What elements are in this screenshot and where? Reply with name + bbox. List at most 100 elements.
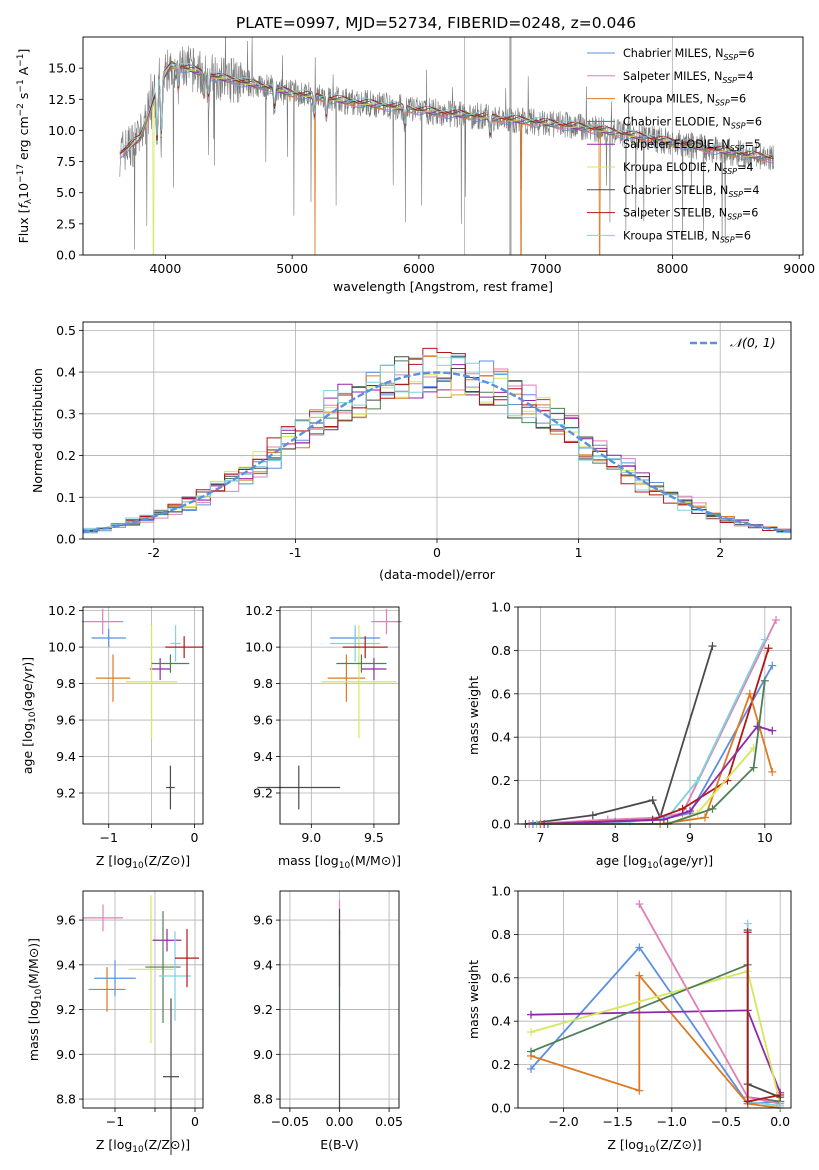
x-tick-label: 6000 — [403, 261, 435, 276]
y-tick-label: 2.5 — [56, 216, 76, 231]
y-tick-label: 0.6 — [491, 686, 511, 701]
legend-entry: Salpeter ELODIE, NSSP=5 — [623, 138, 761, 153]
normal-reference-curve — [82, 371, 792, 533]
legend-entry: Kroupa MILES, NSSP=6 — [623, 93, 746, 108]
y-tick-label: 0.6 — [491, 970, 511, 985]
spectrum-panel: 4000 5000 6000 7000 8000 9000 0.0 2.5 5.0 7.5 10.0… — [16, 36, 815, 294]
weight-vs-age-panel: 7 8 9 10 0.0 0.2 0.4 0.6 0.8 1.0 age [log10(age/yr… — [466, 600, 792, 871]
legend-entry: Chabrier STELIB, NSSP=4 — [623, 184, 760, 199]
observed-spectrum — [119, 37, 775, 250]
x-tick-label: 0.05 — [375, 1114, 403, 1129]
weight-vs-Z-panel: −2.0 −1.5 −1.0 −0.5 0.0 0.0 0.2 0.4 0.6 0.8 1.0 Z [… — [466, 884, 792, 1155]
y-tick-label: 9.6 — [56, 913, 76, 928]
age-vs-Z-panel: −1 0 9.2 9.4 9.6 9.8 10.0 10.2 Z [log10(Z/Z⊙)] ag… — [20, 603, 204, 871]
histogram-kroupa-stelib — [82, 354, 791, 539]
x-axis-label: age [log10(age/yr)] — [596, 853, 713, 871]
y-tick-label: 0.8 — [491, 927, 511, 942]
y-tick-label: 9.6 — [56, 713, 76, 728]
series-kroupa-elodie — [547, 747, 755, 825]
y-axis-label: Normed distribution — [30, 368, 45, 493]
y-tick-label: 1.0 — [491, 884, 511, 899]
y-tick-label: 15.0 — [48, 61, 76, 76]
y-tick-label: 9.0 — [253, 1047, 273, 1062]
x-tick-label: 9.0 — [301, 830, 321, 845]
x-tick-label: 10 — [757, 830, 773, 845]
y-tick-label: 7.5 — [56, 154, 76, 169]
y-tick-label: 0.0 — [491, 817, 511, 832]
y-tick-label: 0.2 — [491, 1057, 511, 1072]
y-tick-label: 9.2 — [56, 1002, 76, 1017]
y-tick-label: 9.6 — [253, 913, 273, 928]
y-tick-label: 10.2 — [245, 603, 273, 618]
legend-entry: Salpeter MILES, NSSP=4 — [623, 70, 754, 85]
x-tick-label: -2 — [148, 545, 160, 560]
x-tick-label: −2.0 — [548, 1114, 578, 1129]
mass-vs-ebv-panel: −0.05 0.00 0.05 8.8 9.0 9.2 9.4 9.6 E(B-V) — [253, 890, 403, 1152]
legend-entry: Chabrier MILES, NSSP=6 — [623, 47, 755, 62]
x-axis-label: Z [log10(Z/Z⊙)] — [607, 1137, 701, 1155]
series-salpeter-elodie — [530, 1009, 782, 1094]
y-tick-label: 10.2 — [48, 603, 76, 618]
y-tick-label: 10.0 — [48, 123, 76, 138]
legend-entry: Kroupa STELIB, NSSP=6 — [623, 229, 751, 244]
y-tick-label: 9.2 — [253, 1002, 273, 1017]
histogram-salpeter-stelib — [82, 347, 791, 539]
x-tick-label: −1.0 — [657, 1114, 687, 1129]
series-kroupa-miles — [540, 690, 774, 825]
x-tick-label: −1.5 — [602, 1114, 632, 1129]
model-salpeter-elodie — [119, 62, 773, 159]
y-tick-label: 0.4 — [491, 1014, 511, 1029]
age-vs-mass-panel: 9.0 9.5 9.2 9.4 9.6 9.8 10.0 10.2 mass [log10(M/… — [245, 603, 402, 871]
y-tick-label: 9.4 — [56, 749, 76, 764]
x-tick-label: 0.00 — [326, 1114, 354, 1129]
y-tick-label: 0.0 — [491, 1101, 511, 1116]
x-tick-label: 8 — [611, 830, 619, 845]
y-tick-label: 9.8 — [253, 676, 273, 691]
y-tick-label: 5.0 — [56, 185, 76, 200]
x-axis-label: E(B-V) — [320, 1137, 359, 1152]
spectrum-legend: Chabrier MILES, NSSP=6 Salpeter MILES, NS… — [587, 47, 762, 244]
y-tick-label: 10.0 — [48, 640, 76, 655]
y-tick-label: 0.1 — [56, 490, 76, 505]
y-tick-label: 0.5 — [56, 323, 76, 338]
x-tick-label: 7000 — [530, 261, 562, 276]
x-tick-label: 4000 — [149, 261, 181, 276]
y-tick-label: 0.2 — [491, 773, 511, 788]
y-tick-label: 0.0 — [56, 248, 76, 263]
axes-frame — [82, 321, 792, 540]
y-tick-label: 9.4 — [253, 957, 273, 972]
y-tick-label: 9.2 — [56, 786, 76, 801]
y-axis-label: mass [log10(M/M⊙)] — [26, 938, 44, 1061]
x-tick-label: 8000 — [657, 261, 689, 276]
x-tick-label: -1 — [289, 545, 301, 560]
mass-vs-Z-panel: −1 0 8.8 9.0 9.2 9.4 9.6 Z [log10(Z/Z⊙)] mass [l… — [26, 890, 204, 1155]
x-tick-label: −0.05 — [271, 1114, 309, 1129]
model-chabrier-stelib — [119, 61, 774, 159]
y-axis-label: age [log10(age/yr)] — [20, 657, 38, 774]
x-tick-label: −1 — [99, 830, 117, 845]
axes-frame — [279, 606, 400, 825]
x-axis-label: Z [log10(Z/Z⊙)] — [96, 853, 190, 871]
y-tick-label: 8.8 — [253, 1092, 273, 1107]
series-chabrier-elodie — [530, 963, 781, 1103]
series-kroupa-stelib — [536, 639, 766, 825]
x-axis-label: wavelength [Angstrom, rest frame] — [333, 279, 553, 294]
x-tick-label: 0 — [190, 830, 198, 845]
y-tick-label: 9.8 — [56, 676, 76, 691]
x-tick-label: 9 — [686, 830, 694, 845]
y-tick-label: 0.3 — [56, 406, 76, 421]
series-salpeter-miles — [638, 903, 781, 1105]
axes-frame — [82, 606, 204, 825]
x-tick-label: 9.5 — [364, 830, 384, 845]
y-tick-label: 12.5 — [48, 92, 76, 107]
x-tick-label: 0 — [433, 545, 441, 560]
x-tick-label: 9000 — [783, 261, 815, 276]
x-tick-label: −0.5 — [711, 1114, 741, 1129]
x-tick-label: −1 — [106, 1114, 124, 1129]
y-tick-label: 0.4 — [56, 365, 76, 380]
legend-entry: Salpeter STELIB, NSSP=6 — [623, 207, 758, 222]
y-tick-label: 8.8 — [56, 1092, 76, 1107]
y-tick-label: 9.4 — [56, 957, 76, 972]
series-salpeter-stelib — [746, 932, 781, 1103]
